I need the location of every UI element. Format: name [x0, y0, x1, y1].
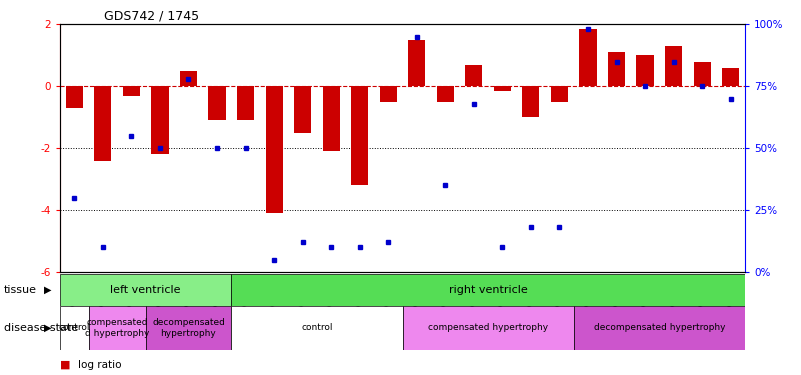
Bar — [493, 86, 511, 91]
Bar — [231, 274, 745, 306]
Bar — [60, 274, 231, 306]
Bar — [208, 86, 226, 120]
Bar — [551, 86, 568, 102]
Bar — [294, 86, 311, 133]
Text: decompensated
hypertrophy: decompensated hypertrophy — [152, 318, 225, 338]
Bar — [231, 306, 403, 350]
Text: control: control — [301, 323, 332, 333]
Bar — [579, 29, 597, 86]
Text: decompensated hypertrophy: decompensated hypertrophy — [594, 323, 725, 333]
Text: control: control — [58, 323, 90, 333]
Bar — [574, 306, 745, 350]
Bar — [323, 86, 340, 151]
Bar — [146, 306, 231, 350]
Bar — [180, 71, 197, 86]
Bar — [123, 86, 140, 96]
Bar — [722, 68, 739, 86]
Bar — [380, 86, 396, 102]
Text: GDS742 / 1745: GDS742 / 1745 — [104, 9, 199, 22]
Bar — [522, 86, 540, 117]
Text: ■: ■ — [60, 360, 70, 369]
Text: ▶: ▶ — [44, 285, 51, 295]
Bar — [465, 64, 482, 86]
Bar — [409, 40, 425, 86]
Bar — [608, 52, 625, 86]
Bar — [351, 86, 368, 185]
Bar — [89, 306, 146, 350]
Text: right ventricle: right ventricle — [449, 285, 528, 295]
Bar — [665, 46, 682, 86]
Bar — [60, 306, 89, 350]
Text: compensated hypertrophy: compensated hypertrophy — [428, 323, 548, 333]
Text: disease state: disease state — [4, 323, 78, 333]
Text: ▶: ▶ — [44, 323, 51, 333]
Bar — [403, 306, 574, 350]
Bar — [694, 62, 710, 86]
Bar — [237, 86, 254, 120]
Bar — [95, 86, 111, 160]
Bar — [151, 86, 168, 154]
Text: tissue: tissue — [4, 285, 37, 295]
Bar — [437, 86, 454, 102]
Text: log ratio: log ratio — [78, 360, 121, 369]
Bar — [66, 86, 83, 108]
Bar — [266, 86, 283, 213]
Text: compensated
d hypertrophy: compensated d hypertrophy — [85, 318, 149, 338]
Text: left ventricle: left ventricle — [111, 285, 181, 295]
Bar — [637, 56, 654, 86]
